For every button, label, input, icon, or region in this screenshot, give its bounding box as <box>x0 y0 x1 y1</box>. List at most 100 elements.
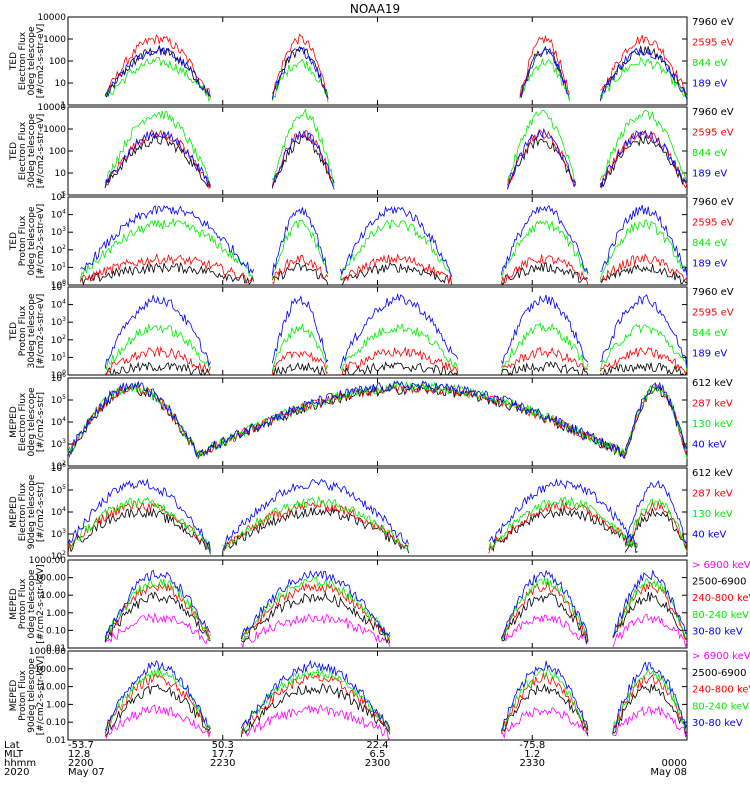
y-axis-label: [#/cm2-s-str-eV] <box>36 294 46 369</box>
series-line-4 <box>104 667 688 734</box>
y-axis-label: Electron Flux <box>18 31 28 90</box>
series-line-3 <box>104 108 688 187</box>
series-line-4 <box>104 575 688 642</box>
legend-entry: 189 eV <box>692 168 727 179</box>
x-row-label: hhmm <box>4 758 36 769</box>
y-axis-label: [#/cm2-s-str-keV] <box>36 656 46 735</box>
y-axis-label: TED <box>9 232 19 251</box>
y-axis-label: Electron Flux <box>18 482 28 541</box>
y-tick-label: 10 <box>55 79 67 89</box>
x-tick-label: 2330 <box>520 758 545 769</box>
y-axis-label: Electron Flux <box>18 121 28 180</box>
x-tick-label: May 07 <box>68 767 105 778</box>
legend-entry: 189 eV <box>692 258 727 269</box>
y-tick-label: 104 <box>51 299 66 311</box>
y-tick-label: 102 <box>51 334 66 346</box>
legend-entry: 2500-6900 <box>692 668 747 679</box>
y-tick-label: 100.00 <box>35 665 67 675</box>
series-line-5 <box>104 569 688 642</box>
y-tick-label: 10000 <box>37 13 66 23</box>
y-axis-label: MEPED <box>9 680 19 712</box>
series-line-4 <box>104 127 688 190</box>
y-tick-label: 100 <box>49 147 66 157</box>
y-axis-label: 30deg telescope <box>27 113 37 188</box>
legend-entry: 287 keV <box>692 488 733 499</box>
legend-entry: 2595 eV <box>692 37 734 48</box>
legend-entry: 80-240 keV <box>692 610 749 621</box>
y-axis-label: MEPED <box>9 406 19 438</box>
chart-title: NOAA19 <box>350 2 400 16</box>
y-axis-label: 0deg telescope <box>27 569 37 639</box>
legend-entry: 7960 eV <box>692 107 734 118</box>
series-line-2 <box>104 345 688 376</box>
x-tick-label: 6.5 <box>370 749 386 760</box>
series-line-1 <box>67 507 688 555</box>
panel-frame <box>67 106 688 196</box>
legend-entry: 7960 eV <box>692 17 734 28</box>
y-axis-label: MEPED <box>9 496 19 528</box>
legend-entry: 612 keV <box>692 468 733 479</box>
series-line-2 <box>104 129 688 190</box>
legend-entry: 2595 eV <box>692 307 734 318</box>
y-axis-label: [#/cm2-s-str] <box>36 392 46 452</box>
series-line-1 <box>104 612 688 649</box>
series-line-4 <box>104 292 688 369</box>
panel-frame <box>67 16 688 106</box>
y-tick-label: 1000.00 <box>29 647 66 657</box>
legend-entry: 7960 eV <box>692 197 734 208</box>
y-tick-label: 102 <box>51 244 66 256</box>
y-tick-label: 101 <box>51 351 66 363</box>
y-axis-label: TED <box>9 322 19 341</box>
legend-entry: 30-80 keV <box>692 626 743 637</box>
panel-frame <box>67 286 688 376</box>
y-tick-label: 105 <box>51 394 66 406</box>
y-axis-label: 0deg telescope <box>27 387 37 457</box>
legend-entry: 80-240 keV <box>692 701 749 712</box>
series-line-2 <box>67 500 688 554</box>
legend-entry: 844 eV <box>692 238 727 249</box>
x-row-label: 2020 <box>4 767 29 778</box>
y-tick-label: 106 <box>51 462 66 474</box>
x-tick-label: 22.4 <box>366 740 388 751</box>
legend-entry: 240-800 keV <box>692 593 750 604</box>
x-row-label: Lat <box>4 740 20 751</box>
y-axis-label: [#/cm2-s-str] <box>36 482 46 542</box>
y-axis-label: [#/cm2-s-str-keV] <box>36 564 46 643</box>
legend-entry: 2500-6900 <box>692 577 747 588</box>
y-tick-label: 106 <box>51 372 66 384</box>
y-axis-label: [#/cm2-s-str-eV] <box>36 24 46 99</box>
legend-entry: 844 eV <box>692 58 727 69</box>
panel-4: 105 104 103 102 101 100 TED Proton Flux 30deg te… <box>9 281 734 381</box>
series-line-3 <box>104 672 688 735</box>
series-line-4 <box>67 380 688 459</box>
y-axis-label: TED <box>9 52 19 71</box>
y-tick-label: 1 <box>60 101 66 111</box>
x-tick-label: -53.7 <box>68 740 94 751</box>
legend-entry: 130 keV <box>692 509 733 520</box>
x-tick-label: 2200 <box>68 758 93 769</box>
series-line-3 <box>104 580 688 642</box>
y-tick-label: 100.00 <box>35 574 67 584</box>
y-tick-label: 1000 <box>43 125 66 135</box>
series-line-3 <box>105 56 688 103</box>
series-line-2 <box>104 683 688 738</box>
legend-entry: 2595 eV <box>692 127 734 138</box>
x-tick-label: 17.7 <box>212 749 234 760</box>
legend-entry: > 6900 keV <box>692 651 750 662</box>
legend-entry: 612 keV <box>692 378 733 389</box>
x-tick-label: 2300 <box>365 758 390 769</box>
legend-entry: 40 keV <box>692 529 726 540</box>
y-tick-label: 103 <box>51 316 66 328</box>
y-tick-label: 0.10 <box>46 626 66 636</box>
y-tick-label: 105 <box>51 191 66 203</box>
panel-6: 106 105 104 103 102 MEPED Electron Flux 90deg t… <box>9 462 733 562</box>
series-line-1 <box>67 384 688 460</box>
series-line-2 <box>80 253 688 286</box>
x-tick-label: 2230 <box>210 758 235 769</box>
series-line-1 <box>105 360 688 377</box>
y-tick-label: 10.00 <box>40 683 66 693</box>
panel-3: 105 104 103 102 101 100 TED Proton Flux 0deg tel… <box>9 191 734 291</box>
legend-entry: 240-800 keV <box>692 685 750 696</box>
